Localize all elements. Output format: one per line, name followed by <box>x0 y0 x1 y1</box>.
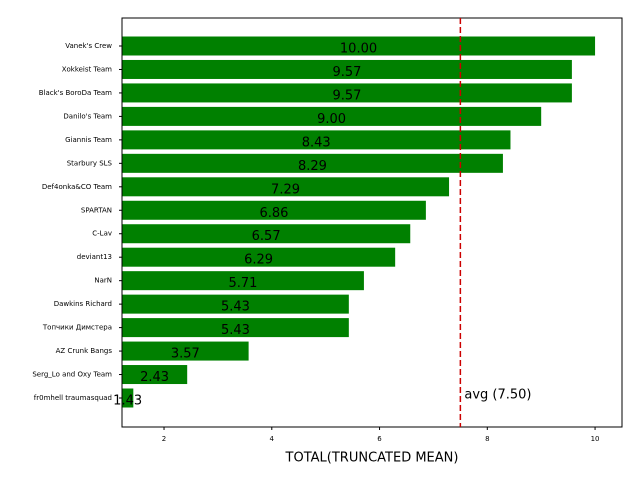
bar <box>122 247 396 267</box>
y-tick-label: fr0mhell traumasquad <box>34 394 112 402</box>
value-label: 6.29 <box>244 253 273 268</box>
bar <box>122 130 511 150</box>
value-label: 8.43 <box>302 135 331 150</box>
value-label: 9.57 <box>332 65 361 80</box>
bar <box>122 341 249 361</box>
y-tick-label: Топчики Димстера <box>42 324 112 332</box>
bar <box>122 36 596 56</box>
y-tick-label: NarN <box>94 277 112 285</box>
value-label: 1.43 <box>113 394 142 409</box>
y-tick-label: Serg_Lo and Oxy Team <box>32 371 112 379</box>
value-label: 9.57 <box>332 88 361 103</box>
y-tick-label: SPARTAN <box>81 206 112 214</box>
y-tick-label: Def4onka&CO Team <box>42 183 112 191</box>
bar <box>122 294 349 314</box>
bar <box>122 106 542 126</box>
bar <box>122 224 411 244</box>
x-axis-label: TOTAL(TRUNCATED MEAN) <box>285 451 459 466</box>
y-tick-label: Giannis Team <box>65 136 112 144</box>
value-label: 8.29 <box>298 159 327 174</box>
value-label: 5.43 <box>221 323 250 338</box>
bar <box>122 365 188 385</box>
x-tick-label: 6 <box>377 435 382 443</box>
value-label: 5.43 <box>221 300 250 315</box>
bar <box>122 200 426 220</box>
value-label: 10.00 <box>340 42 377 57</box>
y-tick-label: AZ Crunk Bangs <box>56 347 113 355</box>
value-label: 5.71 <box>228 276 257 291</box>
x-tick-label: 2 <box>162 435 166 443</box>
y-tick-label: Starbury SLS <box>67 159 113 167</box>
y-tick-label: Xokkeist Team <box>62 65 112 73</box>
value-label: 6.57 <box>252 229 281 244</box>
value-label: 6.86 <box>259 206 288 221</box>
y-tick-label: Black's BoroDa Team <box>39 89 112 97</box>
y-tick-label: deviant13 <box>77 253 112 261</box>
average-label: avg (7.50) <box>464 388 531 403</box>
value-label: 9.00 <box>317 112 346 127</box>
bar <box>122 318 349 338</box>
value-label: 2.43 <box>140 370 169 385</box>
bar <box>122 83 572 103</box>
x-tick-label: 8 <box>485 435 489 443</box>
bar <box>122 153 503 173</box>
bar <box>122 59 572 79</box>
axes-frame <box>121 17 623 428</box>
bar <box>122 388 134 408</box>
plot-area <box>122 36 596 408</box>
value-label: 7.29 <box>271 182 300 197</box>
y-tick-label: C-Lav <box>92 230 112 238</box>
y-tick-label: Vanek's Crew <box>65 42 112 50</box>
y-tick-label: Danilo's Team <box>63 112 112 120</box>
x-tick-label: 10 <box>591 435 600 443</box>
x-tick-label: 4 <box>270 435 275 443</box>
bar <box>122 177 450 197</box>
value-label: 3.57 <box>171 347 200 362</box>
bar <box>122 271 364 291</box>
y-tick-label: Dawkins Richard <box>54 300 112 308</box>
